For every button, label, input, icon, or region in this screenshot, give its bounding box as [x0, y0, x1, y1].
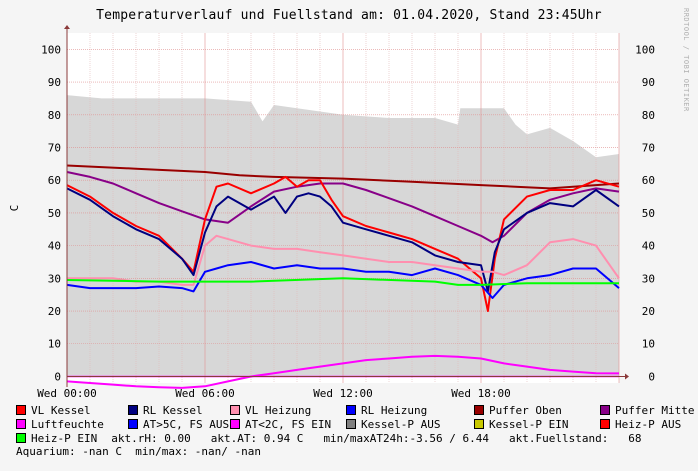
series-line-rl-kessel	[66, 187, 620, 293]
legend-label: VL Kessel	[31, 403, 91, 417]
legend-item: RL Heizung	[346, 404, 474, 417]
legend-label: Puffer Mitte	[615, 403, 695, 417]
legend-swatch	[600, 419, 610, 429]
y-tick-label-left: 40	[48, 240, 61, 253]
legend-item: VL Kessel	[16, 404, 128, 417]
y-tick-label-left: 60	[48, 174, 61, 187]
legend-item: Heiz-P EIN	[16, 432, 97, 445]
x-tick-label: Wed 00:00	[37, 387, 97, 400]
legend-item: Puffer Oben	[474, 404, 600, 417]
legend-swatch	[600, 405, 610, 415]
y-tick-label-left: 80	[48, 109, 61, 122]
legend-row: Luftfeuchte AT>5C, FS AUS AT<2C, FS EIN Kes…	[16, 417, 694, 431]
legend-item: Kessel-P EIN	[474, 418, 600, 431]
y-tick-label-left: 20	[48, 305, 61, 318]
x-tick-label: Wed 06:00	[175, 387, 235, 400]
legend-label: Heiz-P EIN	[31, 431, 98, 445]
y-tick-label-right: 0	[648, 370, 655, 383]
y-tick-label-right: 100	[635, 43, 655, 56]
legend-item: RL Kessel	[128, 404, 230, 417]
y-tick-label-left: 30	[48, 272, 61, 285]
y-tick-label-right: 60	[642, 174, 655, 187]
legend-swatch	[474, 419, 484, 429]
y-tick-label-left: 10	[48, 338, 61, 351]
info-akt-at: akt.AT: 0.94 C	[210, 431, 304, 445]
legend-label: RL Heizung	[361, 403, 428, 417]
y-tick-label-right: 40	[642, 240, 655, 253]
legend-label: AT>5C, FS AUS	[143, 417, 230, 431]
legend-swatch	[128, 405, 138, 415]
legend-item: Luftfeuchte	[16, 418, 128, 431]
legend-label: Puffer Oben	[489, 403, 562, 417]
info-aquarium: Aquarium: -nan C min/max: -nan/ -nan	[16, 445, 262, 458]
y-tick-label-left: 90	[48, 76, 61, 89]
y-tick-label-left: 0	[54, 370, 61, 383]
series-line-aussentemperatur	[66, 354, 620, 389]
y-tick-label-right: 90	[642, 76, 655, 89]
legend-label: VL Heizung	[245, 403, 312, 417]
y-tick-label-left: 100	[41, 43, 61, 56]
legend-label: RL Kessel	[143, 403, 203, 417]
legend-item: AT>5C, FS AUS	[128, 418, 230, 431]
y-tick-label-right: 10	[642, 338, 655, 351]
legend-item: Heiz-P AUS	[600, 418, 681, 431]
legend-label: Heiz-P AUS	[615, 417, 682, 431]
series-layer	[66, 164, 620, 389]
legend-label: Kessel-P EIN	[489, 417, 569, 431]
x-tick-label: Wed 18:00	[451, 387, 511, 400]
legend: VL Kessel RL Kessel VL Heizung RL Heizung Pu…	[16, 403, 694, 459]
info-akt-rh: akt.rH: 0.00	[111, 431, 191, 445]
info-minmax-at: min/maxAT24h:-3.56 / 6.44	[323, 431, 490, 445]
y-axis-label: C	[8, 205, 21, 212]
series-line-vl-heizung	[67, 234, 620, 286]
legend-item: Puffer Mitte	[600, 404, 694, 417]
legend-swatch	[346, 405, 356, 415]
y-tick-label-right: 70	[642, 141, 655, 154]
legend-item: Kessel-P AUS	[346, 418, 474, 431]
x-axis-arrow	[625, 373, 629, 380]
y-axis-arrow	[64, 25, 70, 29]
legend-label: Luftfeuchte	[31, 417, 104, 431]
legend-label: Kessel-P AUS	[361, 417, 441, 431]
series-line-puffer-oben	[66, 164, 620, 190]
legend-swatch	[16, 433, 26, 443]
legend-swatch	[16, 419, 26, 429]
chart-plot: 0 0 10 10 20 20 30 30 40 40 50 50 60 60 70 70 80 80 90 90 10…	[8, 25, 655, 400]
legend-swatch	[230, 419, 240, 429]
y-tick-label-right: 50	[642, 207, 655, 220]
series-line-rl-heizung	[66, 261, 620, 299]
legend-swatch	[128, 419, 138, 429]
series-line-heiz-p-ein	[66, 277, 619, 286]
y-tick-label-left: 50	[48, 207, 61, 220]
watermark: RRDTOOL / TOBI OETIKER	[682, 8, 690, 112]
legend-label: AT<2C, FS EIN	[245, 417, 332, 431]
legend-row: VL Kessel RL Kessel VL Heizung RL Heizung Pu…	[16, 403, 694, 417]
y-tick-label-left: 70	[48, 141, 61, 154]
legend-swatch	[230, 405, 240, 415]
legend-swatch	[16, 405, 26, 415]
axis-layer: 0 0 10 10 20 20 30 30 40 40 50 50 60 60 70 70 80 80 90 90 10…	[37, 25, 655, 400]
legend-swatch	[346, 419, 356, 429]
y-tick-label-right: 80	[642, 109, 655, 122]
x-tick-label: Wed 12:00	[313, 387, 373, 400]
chart-title: Temperaturverlauf und Fuellstand am: 01.…	[96, 8, 602, 23]
y-tick-label-right: 30	[642, 272, 655, 285]
y-tick-label-right: 20	[642, 305, 655, 318]
info-fuellstand: akt.Fuellstand: 68	[509, 431, 642, 445]
legend-swatch	[474, 405, 484, 415]
legend-item: AT<2C, FS EIN	[230, 418, 346, 431]
legend-item: VL Heizung	[230, 404, 346, 417]
legend-row: Heiz-P EIN akt.rH: 0.00 akt.AT: 0.94 C m…	[16, 431, 694, 445]
